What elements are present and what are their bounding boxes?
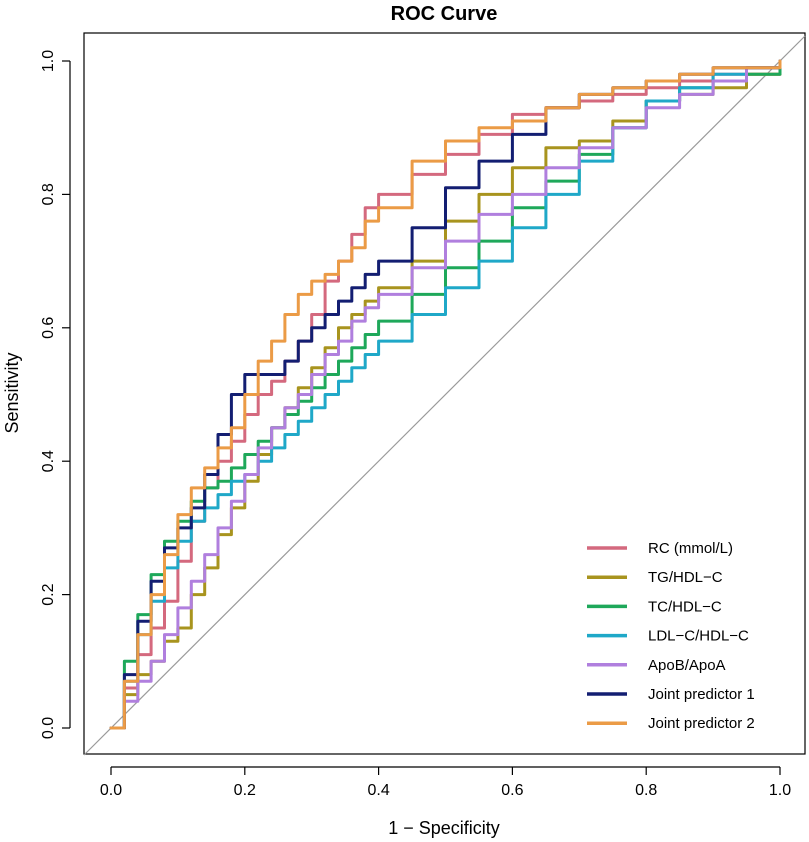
y-tick-label-2: 0.4 xyxy=(40,450,57,472)
y-axis-label: Sensitivity xyxy=(2,352,22,433)
x-tick-label-1: 0.2 xyxy=(234,782,256,799)
reference-layer xyxy=(83,35,806,756)
y-tick-label-5: 1.0 xyxy=(40,50,57,72)
y-tick-label-3: 0.6 xyxy=(40,317,57,339)
legend-label-1: RC (mmol/L) xyxy=(648,540,733,557)
x-tick-label-3: 0.6 xyxy=(501,782,523,799)
y-tick-label-4: 0.8 xyxy=(40,183,57,205)
y-tick-label-1: 0.2 xyxy=(40,583,57,605)
x-tick-label-0: 0.0 xyxy=(100,782,122,799)
y-tick-label-0: 0.0 xyxy=(40,717,57,739)
legend: RC (mmol/L) TG/HDL−C TC/HDL−C LDL−C/HDL−C Ap… xyxy=(587,540,755,732)
x-axis: 0.0 0.2 0.4 0.6 0.8 1.0 xyxy=(100,766,791,799)
series-layer xyxy=(109,59,782,730)
legend-label-7: Joint predictor 2 xyxy=(648,715,755,732)
x-tick-label-5: 1.0 xyxy=(769,782,791,799)
y-axis: 0.0 0.2 0.4 0.6 0.8 1.0 xyxy=(40,50,71,739)
x-tick-label-2: 0.4 xyxy=(367,782,389,799)
series-line-1 xyxy=(109,59,782,730)
legend-label-5: ApoB/ApoA xyxy=(648,657,726,674)
series-line-5 xyxy=(109,59,782,730)
series-line-4 xyxy=(109,59,782,730)
legend-label-4: LDL−C/HDL−C xyxy=(648,628,749,645)
x-tick-label-4: 0.8 xyxy=(635,782,657,799)
legend-label-2: TG/HDL−C xyxy=(648,569,723,586)
legend-label-6: Joint predictor 1 xyxy=(648,686,755,703)
reference-diagonal xyxy=(83,35,806,756)
chart-title: ROC Curve xyxy=(391,3,498,25)
plot-frame xyxy=(83,32,806,755)
x-axis-label: 1 − Specificity xyxy=(388,818,500,838)
series-line-7 xyxy=(109,59,782,730)
legend-label-3: TC/HDL−C xyxy=(648,598,722,615)
